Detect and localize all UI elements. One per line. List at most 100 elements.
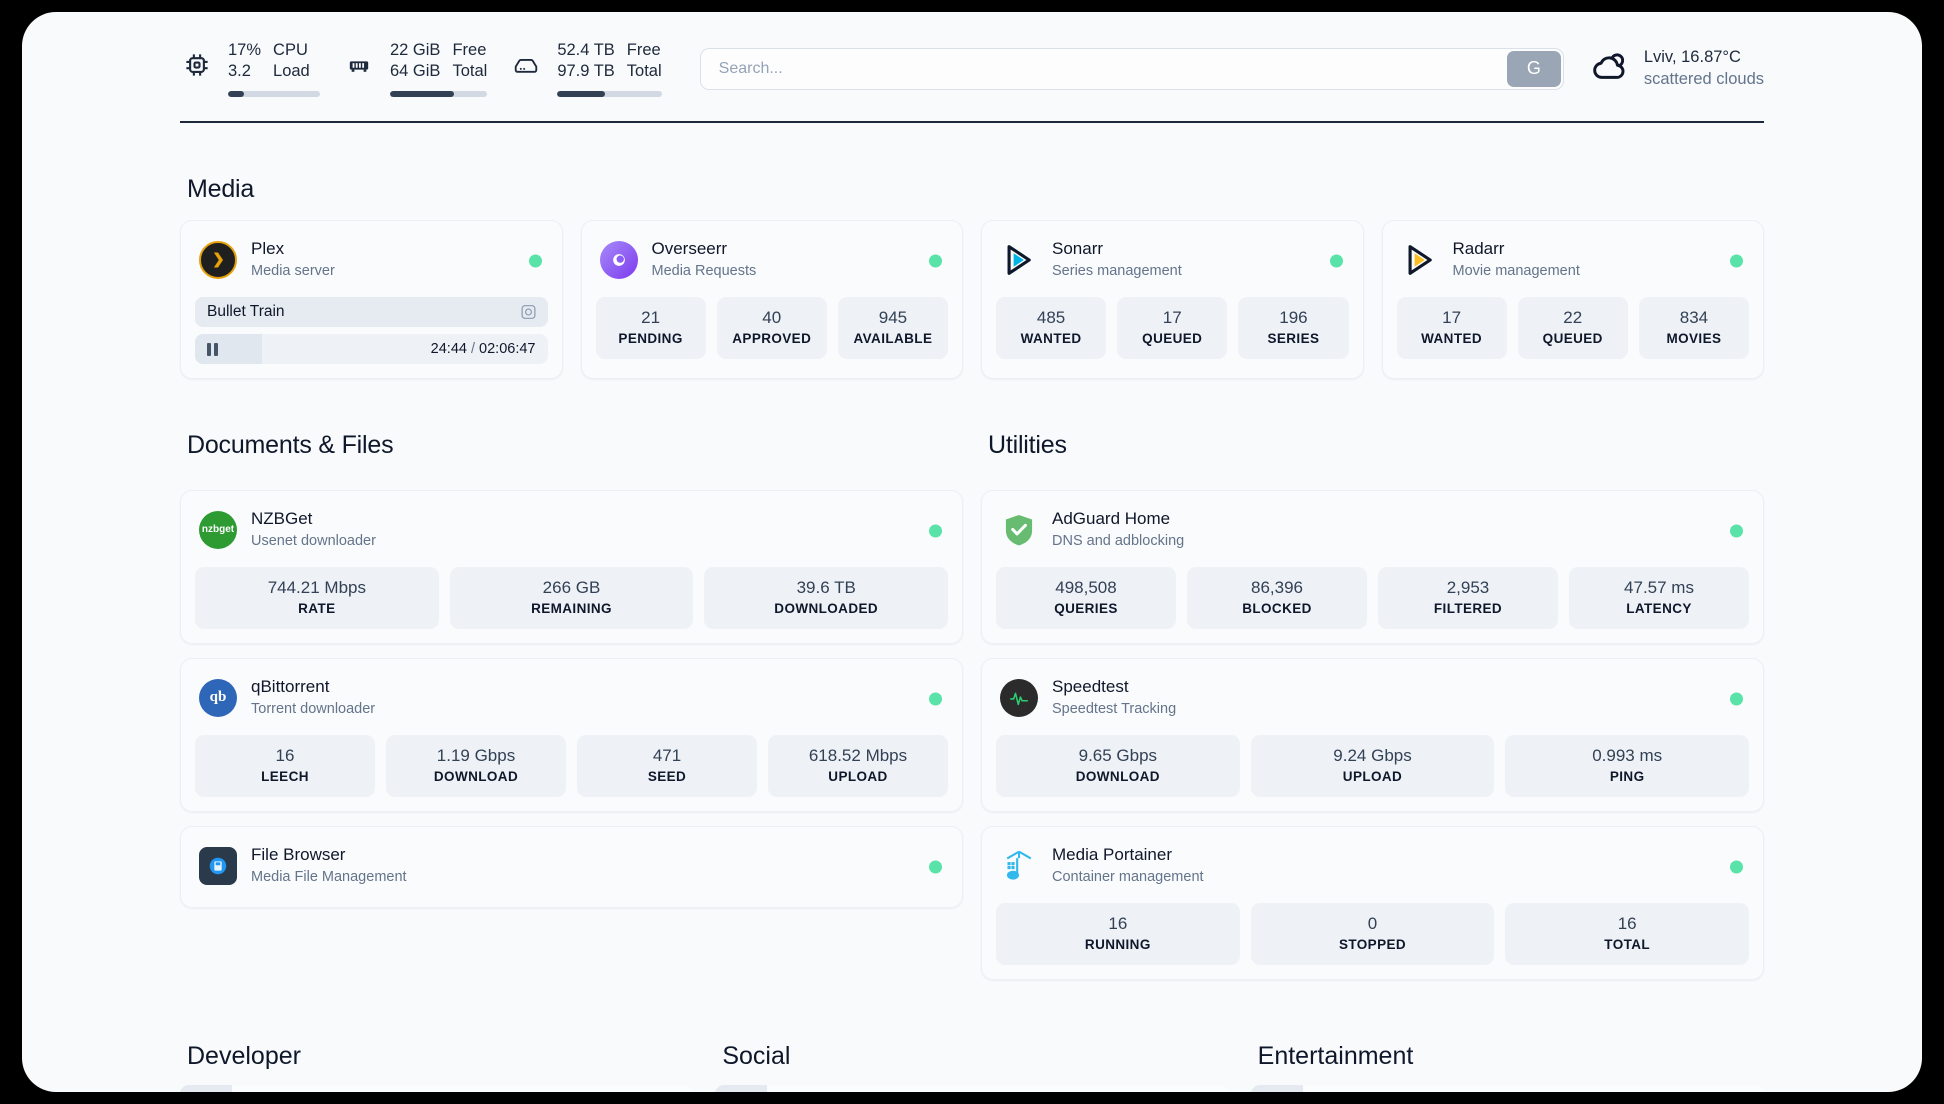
system-stat-cpu: 17% 3.2 CPU Load	[180, 40, 328, 98]
service-card-overseerr[interactable]: Overseerr Media Requests 21 PENDING 40 A…	[580, 220, 963, 380]
memory-free-value: 22 GiB	[390, 41, 441, 59]
system-stat-disk: 52.4 TB 97.9 TB Free Total	[509, 40, 669, 98]
stat-tile: 17 WANTED	[1396, 297, 1507, 360]
stats-row: 498,508 QUERIES 86,396 BLOCKED 2,953 FIL…	[996, 567, 1749, 630]
now-playing-bar: Bullet Train	[195, 297, 548, 328]
stat-value: 9.65 Gbps	[1078, 746, 1158, 766]
stat-label: LATENCY	[1626, 601, 1692, 617]
stat-tile: 22 QUEUED	[1517, 297, 1628, 360]
search-input[interactable]	[699, 47, 1564, 90]
stats-row: 16 RUNNING 0 STOPPED 16 TOTAL	[996, 903, 1750, 966]
cloud-icon	[1590, 49, 1630, 89]
disk-free-value: 52.4 TB	[557, 41, 615, 59]
stat-label: SEED	[647, 769, 687, 785]
stat-tile: 16 LEECH	[195, 735, 375, 798]
stat-label: PENDING	[618, 331, 683, 347]
memory-label-bottom: Total	[452, 62, 488, 81]
nzbget-logo-icon: nzbget	[199, 510, 237, 549]
weather-widget[interactable]: Lviv, 16.87°C scattered clouds	[1590, 47, 1764, 91]
stats-row: 9.65 Gbps DOWNLOAD 9.24 Gbps UPLOAD 0.99…	[996, 735, 1750, 798]
documents-column: Documents & Files nzbget NZBGet Usenet d…	[180, 379, 963, 909]
file-browser-logo-icon	[199, 846, 237, 885]
status-indicator-dot	[929, 524, 942, 538]
bookmark-group-social: Social LI LinkedIn linkedin.com TW Twitt…	[715, 990, 1229, 1092]
service-card-adguard-home[interactable]: AdGuard Home DNS and adblocking 498,508 …	[981, 490, 1764, 645]
cpu-load-value: 3.2	[228, 62, 251, 81]
stat-label: RUNNING	[1084, 937, 1151, 953]
bookmark-item[interactable]: YT YouTube youtube.com	[1250, 1085, 1764, 1092]
stat-tile: 86,396 BLOCKED	[1187, 567, 1367, 630]
playback-progress-bar[interactable]: 24:44 / 02:06:47	[195, 334, 548, 365]
memory-label-top: Free	[452, 41, 487, 59]
search-container: G	[699, 47, 1564, 90]
adguard-logo-icon	[1000, 511, 1038, 549]
bookmark-item[interactable]: LI LinkedIn linkedin.com	[715, 1085, 1229, 1092]
stat-label: DOWNLOAD	[433, 769, 519, 785]
disk-total-value: 97.9 TB	[557, 62, 615, 81]
stat-value: 196	[1279, 308, 1308, 328]
memory-total-value: 64 GiB	[390, 62, 441, 81]
sonarr-logo-icon	[1000, 241, 1038, 279]
stat-tile: 9.65 Gbps DOWNLOAD	[996, 735, 1240, 798]
stat-label: TOTAL	[1604, 937, 1651, 953]
service-card-radarr[interactable]: Radarr Movie management 17 WANTED 22 QUE…	[1381, 220, 1764, 380]
status-indicator-dot	[528, 254, 542, 268]
stat-value: 618.52 Mbps	[808, 746, 908, 766]
service-name: Speedtest	[1052, 677, 1129, 697]
status-indicator-dot	[929, 860, 942, 874]
bookmark-item[interactable]: GH Github github.com	[180, 1085, 694, 1092]
service-name: File Browser	[251, 845, 346, 865]
stat-value: 40	[762, 308, 782, 328]
stat-value: 834	[1679, 308, 1709, 328]
stat-tile: 2,953 FILTERED	[1378, 567, 1558, 630]
service-card-qbittorrent[interactable]: qb qBittorrent Torrent downloader 16 LEE…	[180, 658, 963, 813]
service-name: AdGuard Home	[1052, 509, 1171, 529]
bookmark-abbr: GH	[180, 1085, 232, 1092]
bookmark-group-title: Developer	[187, 1042, 301, 1071]
section-title-utilities: Utilities	[988, 431, 1067, 460]
cpu-usage-bar	[228, 91, 320, 98]
bookmark-abbr: LI	[715, 1085, 768, 1092]
stat-tile: 945 AVAILABLE	[837, 297, 949, 360]
service-description: Torrent downloader	[251, 701, 376, 718]
stat-tile: 9.24 Gbps UPLOAD	[1250, 735, 1495, 798]
search-submit-button[interactable]: G	[1506, 50, 1561, 87]
stat-value: 16	[1108, 914, 1128, 934]
stat-tile: 1.19 Gbps DOWNLOAD	[386, 735, 566, 798]
section-title-media: Media	[187, 175, 255, 204]
cast-icon[interactable]	[520, 304, 537, 321]
pause-icon[interactable]	[207, 342, 218, 356]
disk-label-bottom: Total	[626, 62, 662, 81]
stat-tile: 266 GB REMAINING	[449, 567, 694, 630]
stat-value: 498,508	[1055, 578, 1117, 598]
stat-value: 945	[878, 308, 908, 328]
ram-icon	[342, 48, 376, 82]
playback-time: 24:44 / 02:06:47	[430, 341, 536, 358]
disk-usage-bar	[557, 91, 662, 98]
stat-tile: 16 RUNNING	[996, 903, 1240, 966]
service-name: Radarr	[1452, 239, 1505, 259]
stat-tile: 0.993 ms PING	[1505, 735, 1750, 798]
service-card-sonarr[interactable]: Sonarr Series management 485 WANTED 17 Q…	[981, 220, 1364, 380]
service-card-speedtest[interactable]: Speedtest Speedtest Tracking 9.65 Gbps D…	[981, 658, 1764, 813]
status-indicator-dot	[929, 692, 942, 706]
stat-label: QUEUED	[1542, 331, 1603, 347]
stat-tile: 744.21 Mbps RATE	[195, 567, 439, 630]
stat-tile: 498,508 QUERIES	[996, 567, 1176, 630]
stats-row: 21 PENDING 40 APPROVED 945 AVAILABLE	[595, 297, 949, 360]
stat-value: 16	[1617, 914, 1637, 934]
stat-value: 22	[1563, 308, 1583, 328]
radarr-logo-icon	[1401, 241, 1439, 279]
bookmark-group-developer: Developer GH Github github.com SO StackO…	[180, 990, 694, 1092]
status-indicator-dot	[1730, 692, 1743, 706]
service-card-plex[interactable]: Plex Media server Bullet Train	[180, 220, 563, 380]
service-description: Media Requests	[651, 263, 757, 280]
service-card-media-portainer[interactable]: Media Portainer Container management 16 …	[981, 826, 1764, 981]
stat-value: 39.6 TB	[796, 578, 856, 598]
service-card-file-browser[interactable]: File Browser Media File Management	[180, 826, 963, 909]
stat-tile: 39.6 TB DOWNLOADED	[704, 567, 949, 630]
stat-tile: 40 APPROVED	[716, 297, 827, 360]
stat-tile: 0 STOPPED	[1250, 903, 1495, 966]
service-card-nzbget[interactable]: nzbget NZBGet Usenet downloader 744.21 M…	[180, 490, 963, 645]
stat-label: RATE	[298, 601, 336, 617]
